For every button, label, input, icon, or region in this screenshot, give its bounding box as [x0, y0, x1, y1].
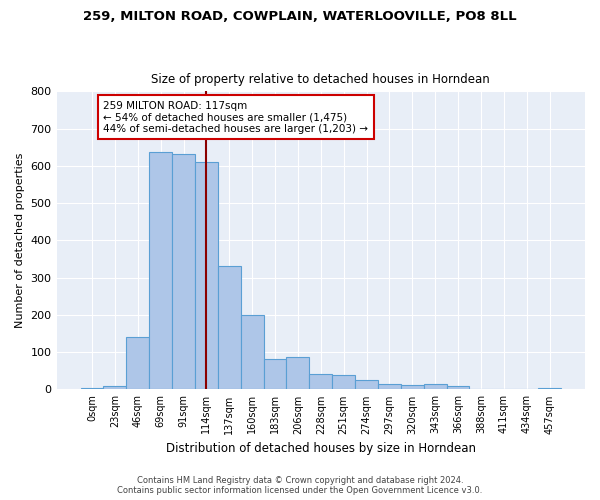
Bar: [263, 358, 286, 390]
Bar: [172, 154, 195, 390]
Text: 259, MILTON ROAD, COWPLAIN, WATERLOOVILLE, PO8 8LL: 259, MILTON ROAD, COWPLAIN, WATERLOOVILL…: [83, 10, 517, 23]
X-axis label: Distribution of detached houses by size in Horndean: Distribution of detached houses by size …: [166, 442, 476, 455]
Text: Contains HM Land Registry data © Crown copyright and database right 2024.
Contai: Contains HM Land Registry data © Crown c…: [118, 476, 482, 495]
Bar: [401, 385, 424, 390]
Text: 259 MILTON ROAD: 117sqm
← 54% of detached houses are smaller (1,475)
44% of semi: 259 MILTON ROAD: 117sqm ← 54% of detache…: [103, 100, 368, 134]
Bar: [446, 386, 469, 390]
Bar: [310, 374, 332, 390]
Bar: [286, 356, 310, 390]
Bar: [424, 384, 446, 390]
Bar: [332, 374, 355, 390]
Bar: [195, 162, 218, 390]
Bar: [241, 315, 263, 390]
Y-axis label: Number of detached properties: Number of detached properties: [15, 152, 25, 328]
Title: Size of property relative to detached houses in Horndean: Size of property relative to detached ho…: [151, 73, 490, 86]
Bar: [127, 336, 149, 390]
Bar: [80, 388, 103, 390]
Bar: [149, 152, 172, 390]
Bar: [378, 384, 401, 390]
Bar: [355, 380, 378, 390]
Bar: [538, 388, 561, 390]
Bar: [103, 386, 127, 390]
Bar: [218, 266, 241, 390]
